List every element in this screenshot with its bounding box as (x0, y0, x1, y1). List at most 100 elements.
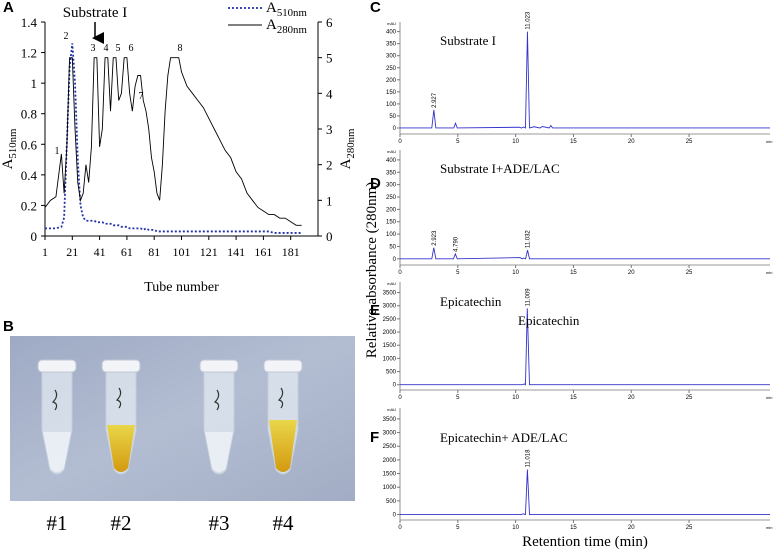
annotation: 3 (91, 43, 96, 54)
y-tick-label: 0 (393, 513, 397, 519)
axis-frame (399, 408, 770, 521)
panel-letter: D (370, 175, 381, 192)
panel-letter: F (370, 429, 379, 446)
y-tick-label: 300 (386, 54, 397, 60)
tube-label: #1 (47, 511, 68, 535)
annotation: Substrate I (440, 33, 496, 48)
annotation: 5 (116, 43, 121, 54)
legend-label: A510nm (266, 0, 307, 19)
annotation: Epicatechin (440, 294, 502, 309)
x-tick-label: 20 (628, 395, 635, 401)
x-tick-label: 21 (66, 245, 78, 259)
y-tick-label: 50 (389, 114, 396, 120)
y2-tick-label: 4 (326, 86, 333, 101)
y-tick-label: 350 (386, 170, 397, 176)
y2-tick-label: 2 (326, 158, 333, 173)
y-tick-label: 150 (386, 90, 397, 96)
photo (10, 336, 355, 501)
x-tick-label: 5 (456, 525, 460, 531)
series-line (45, 43, 302, 234)
x-tick-label: 5 (456, 139, 460, 145)
y-unit: mAU (387, 149, 396, 154)
y-tick-label: 3000 (383, 431, 397, 437)
chromatogram-trace (400, 469, 770, 515)
annotation: Substrate I+ADE/LAC (440, 161, 560, 176)
tube-label: #2 (111, 511, 132, 535)
y-tick-label: 2500 (383, 444, 397, 450)
x-tick-label: 181 (282, 245, 300, 259)
annotation: Substrate I (63, 5, 128, 21)
x-tick-label: 0 (398, 525, 402, 531)
x-unit: min (766, 139, 772, 144)
y2-tick-label: 1 (326, 193, 333, 208)
panel-letter: E (370, 302, 380, 319)
y-axis-label: A510nm (0, 128, 19, 169)
y-tick-label: 200 (386, 207, 397, 213)
y-tick-label: 350 (386, 42, 397, 48)
y-tick-label: 300 (386, 183, 397, 189)
x-tick-label: 121 (200, 245, 218, 259)
annotation: 4 (104, 43, 109, 54)
y2-tick-label: 5 (326, 51, 333, 66)
y-tick-label: 2000 (383, 458, 397, 464)
y-unit: mAU (387, 407, 396, 412)
x-unit: min (766, 270, 772, 275)
panel-letter: C (370, 0, 381, 16)
x-tick-label: 10 (512, 139, 519, 145)
chromatogram-trace (400, 247, 770, 260)
y-unit: mAU (387, 21, 396, 26)
y-tick-label: 3500 (383, 417, 397, 423)
y-tick-label: 200 (386, 78, 397, 84)
panel-letter: A (3, 0, 14, 16)
x-tick-label: 0 (398, 270, 402, 276)
y-tick-label: 1000 (383, 485, 397, 491)
x-tick-label: 15 (570, 270, 577, 276)
y-tick-label: 1 (31, 76, 38, 91)
peak-label: 4.790 (453, 236, 459, 252)
x-tick-label: 15 (570, 525, 577, 531)
y2-tick-label: 3 (326, 122, 333, 137)
series-line (44, 57, 302, 226)
y-tick-label: 500 (386, 499, 397, 505)
x-tick-label: 141 (227, 245, 245, 259)
x-tick-label: 10 (512, 395, 519, 401)
shared-x-label: Retention time (min) (522, 534, 648, 550)
y-tick-label: 0.8 (21, 107, 37, 122)
y2-axis-label: A280nm (338, 128, 357, 169)
x-tick-label: 20 (628, 139, 635, 145)
y-tick-label: 1500 (383, 472, 397, 478)
y-tick-label: 1.4 (21, 15, 38, 30)
y-tick-label: 250 (386, 66, 397, 72)
y-unit: mAU (387, 281, 396, 286)
y2-tick-label: 0 (326, 229, 333, 244)
y-tick-label: 100 (386, 102, 397, 108)
x-tick-label: 161 (254, 245, 272, 259)
y-tick-label: 400 (386, 30, 397, 36)
peak-label: 2.923 (432, 230, 438, 246)
x-tick-label: 1 (42, 245, 48, 259)
x-tick-label: 41 (94, 245, 106, 259)
annotation: 2 (64, 31, 69, 42)
x-tick-label: 10 (512, 525, 519, 531)
annotation: Epicatechin (518, 313, 580, 328)
y-tick-label: 500 (386, 370, 397, 376)
y-tick-label: 0 (393, 257, 397, 263)
y-tick-label: 2000 (383, 330, 397, 336)
y2-tick-label: 6 (326, 15, 333, 30)
x-tick-label: 25 (686, 270, 693, 276)
x-unit: min (766, 395, 772, 400)
x-tick-label: 25 (686, 395, 693, 401)
annotation: Epicatechin+ ADE/LAC (440, 430, 568, 445)
y-tick-label: 2500 (383, 317, 397, 323)
peak-label: 2.927 (432, 92, 438, 108)
chromatogram-trace (400, 308, 770, 386)
y-tick-label: 250 (386, 195, 397, 201)
axis-frame (44, 22, 319, 237)
y-tick-label: 1000 (383, 356, 397, 362)
annotation: 8 (178, 43, 183, 54)
tube-label: #3 (209, 511, 230, 535)
x-tick-label: 5 (456, 270, 460, 276)
y-tick-label: 50 (389, 244, 396, 250)
x-tick-label: 15 (570, 395, 577, 401)
